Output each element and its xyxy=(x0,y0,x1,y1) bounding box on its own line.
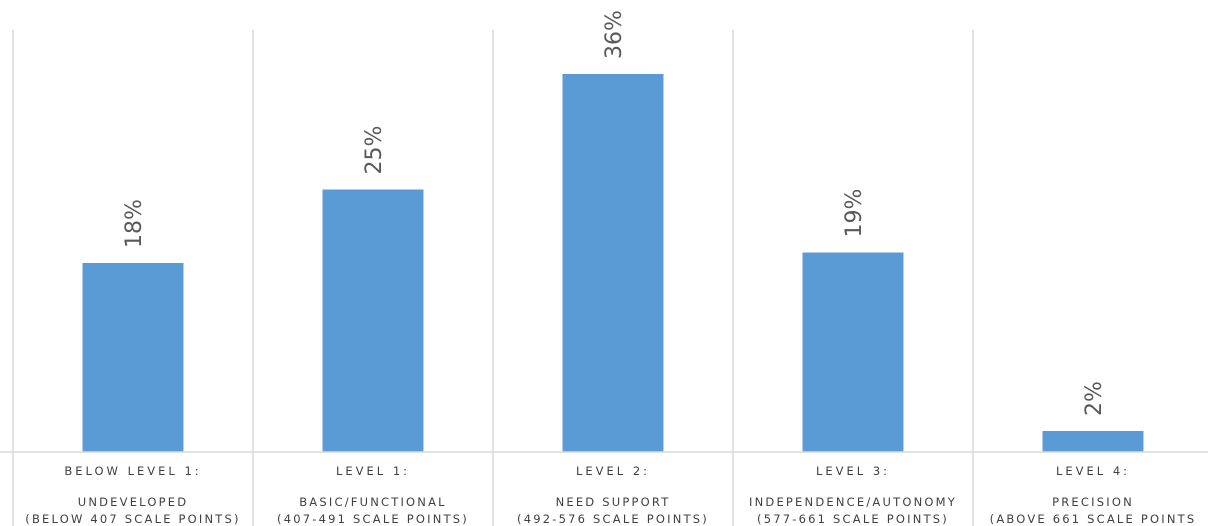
category-label-level: BELOW LEVEL 1: xyxy=(64,464,201,478)
bar xyxy=(1042,431,1144,452)
bar xyxy=(562,74,664,452)
category-dividers xyxy=(12,30,974,526)
data-labels: 18% 25% 36% 19% 2% xyxy=(122,10,1107,416)
bar xyxy=(82,263,184,452)
category-label-range: (ABOVE 661 SCALE POINTS xyxy=(990,512,1197,526)
bar xyxy=(322,189,424,452)
category-label-range: (492-576 SCALE POINTS) xyxy=(517,512,709,526)
category-label-name: UNDEVELOPED xyxy=(78,495,189,509)
category-label-name: PRECISION xyxy=(1052,495,1134,509)
category-label-level: LEVEL 2: xyxy=(576,464,650,478)
data-label: 25% xyxy=(362,126,387,175)
data-label: 2% xyxy=(1082,381,1107,416)
category-label-name: INDEPENDENCE/AUTONOMY xyxy=(749,495,957,509)
data-label: 36% xyxy=(602,10,627,59)
category-label-level: LEVEL 1: xyxy=(336,464,410,478)
bar xyxy=(802,252,904,452)
category-label-level: LEVEL 3: xyxy=(816,464,890,478)
bars xyxy=(82,74,1144,452)
category-label-range: (577-661 SCALE POINTS) xyxy=(757,512,949,526)
data-label: 18% xyxy=(122,199,147,248)
category-label-name: BASIC/FUNCTIONAL xyxy=(299,495,447,509)
category-label-range: (BELOW 407 SCALE POINTS) xyxy=(25,512,240,526)
category-labels: BELOW LEVEL 1: UNDEVELOPED (BELOW 407 SCAL… xyxy=(25,464,1197,526)
category-label-level: LEVEL 4: xyxy=(1056,464,1130,478)
category-label-name: NEED SUPPORT xyxy=(556,495,671,509)
category-label-range: (407-491 SCALE POINTS) xyxy=(277,512,469,526)
data-label: 19% xyxy=(842,189,867,238)
